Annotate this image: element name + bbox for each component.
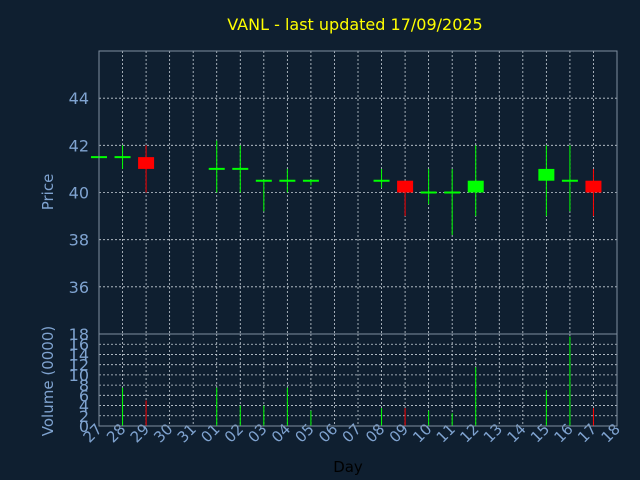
x-tick-label: 07	[339, 420, 365, 446]
candle-body	[538, 168, 555, 181]
x-tick-label: 06	[315, 420, 341, 446]
x-tick-label: 15	[527, 420, 553, 446]
volume-axis-label: Volume (0000)	[39, 326, 57, 436]
volume-y-tick-label: 8	[79, 376, 89, 395]
x-tick-label: 09	[386, 420, 412, 446]
x-tick-label: 14	[503, 420, 529, 446]
volume-y-tick-label: 16	[69, 335, 89, 354]
x-tick-label: 17	[574, 420, 600, 446]
x-ticks: 2728293031010203040506070809101112131415…	[80, 420, 624, 446]
volume-y-tick-label: 4	[79, 397, 89, 416]
volume-panel-frame	[98, 333, 618, 427]
candle-body	[138, 157, 155, 169]
volume-y-tick-label: 12	[69, 356, 89, 375]
candle-body	[585, 180, 602, 193]
price-y-tick-label: 40	[69, 184, 89, 203]
candle-body	[397, 180, 414, 193]
x-axis-label: Day	[333, 458, 363, 476]
volume-y-tick-label: 14	[69, 345, 89, 364]
price-gridlines	[99, 51, 617, 334]
x-tick-label: 08	[362, 420, 388, 446]
x-tick-label: 01	[197, 420, 223, 446]
x-tick-label: 03	[244, 420, 270, 446]
candles-series	[91, 140, 602, 235]
price-axis-label: Price	[39, 174, 57, 211]
x-tick-label: 30	[150, 420, 176, 446]
x-tick-label: 02	[221, 420, 247, 446]
volume-gridlines	[99, 334, 617, 426]
x-tick-label: 28	[103, 420, 129, 446]
x-tick-label: 16	[551, 420, 577, 446]
chart-title: VANL - last updated 17/09/2025	[227, 15, 482, 34]
candle-body	[467, 180, 484, 193]
x-tick-label: 12	[456, 420, 482, 446]
volume-series	[122, 336, 594, 426]
volume-y-tick-label: 0	[79, 417, 89, 436]
x-tick-label: 18	[598, 420, 624, 446]
price-y-tick-label: 44	[69, 89, 89, 108]
volume-y-tick-label: 6	[79, 386, 89, 405]
x-tick-label: 10	[409, 420, 435, 446]
volume-y-tick-label: 18	[69, 325, 89, 344]
x-tick-label: 29	[127, 420, 153, 446]
x-tick-label: 31	[174, 420, 200, 446]
price-y-ticks: 36 38 40 42 44	[69, 89, 89, 297]
price-y-tick-label: 36	[69, 278, 89, 297]
x-tick-label: 13	[480, 420, 506, 446]
x-tick-label: 11	[433, 420, 459, 446]
price-y-tick-label: 42	[69, 136, 89, 155]
x-tick-label: 05	[292, 420, 318, 446]
volume-y-tick-label: 2	[79, 407, 89, 426]
x-tick-label: 04	[268, 420, 294, 446]
volume-y-tick-label: 10	[69, 366, 89, 385]
price-y-tick-label: 38	[69, 231, 89, 250]
